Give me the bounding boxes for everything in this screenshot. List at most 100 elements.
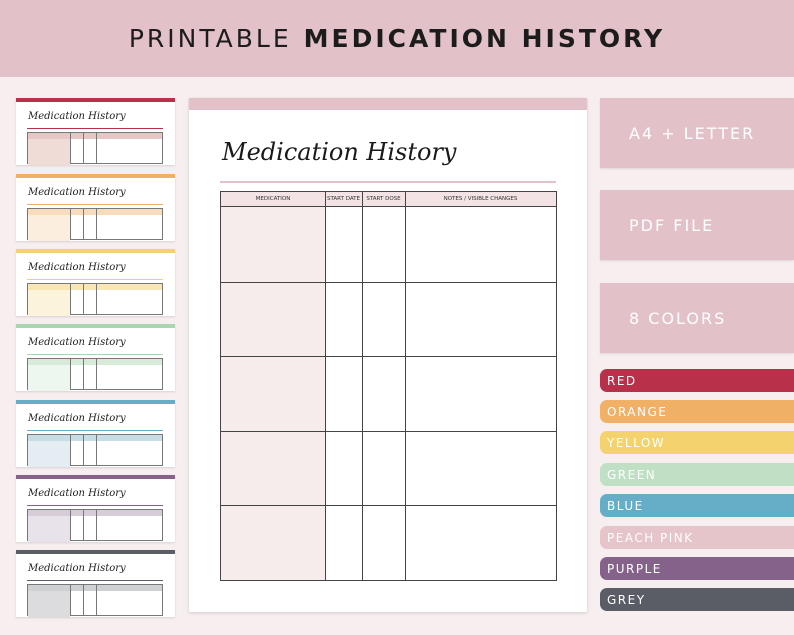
feature-label: PDF FILE bbox=[629, 215, 715, 235]
thumbnail-column-divider bbox=[83, 510, 84, 540]
color-option-label: RED bbox=[607, 373, 637, 388]
thumbnail-column-divider bbox=[83, 359, 84, 389]
header-medication: MEDICATION bbox=[255, 196, 291, 202]
thumbnail-column-divider bbox=[96, 585, 97, 615]
thumbnail-preview: Medication History bbox=[16, 174, 175, 241]
thumbnail-preview: Medication History bbox=[16, 98, 175, 165]
thumbnail-table bbox=[27, 132, 163, 165]
feature-label: A4 + LETTER bbox=[629, 123, 756, 143]
color-option-label: BLUE bbox=[607, 498, 644, 513]
color-option-label: YELLOW bbox=[607, 435, 666, 450]
thumbnail-top-bar bbox=[16, 249, 175, 253]
row-divider bbox=[221, 505, 556, 506]
thumbnail-title: Medication History bbox=[28, 111, 126, 122]
thumbnail-top-bar bbox=[16, 400, 175, 404]
thumbnail-preview: Medication History bbox=[16, 550, 175, 617]
thumbnail-column-divider bbox=[96, 510, 97, 540]
column-divider bbox=[362, 192, 363, 580]
thumbnail-column-divider bbox=[96, 359, 97, 389]
header-start-date: START DATE bbox=[326, 196, 361, 202]
row-divider bbox=[221, 282, 556, 283]
color-option-purple: PURPLE bbox=[600, 557, 794, 580]
thumbnail-table bbox=[27, 584, 163, 617]
thumbnail-column-divider bbox=[70, 510, 71, 540]
thumbnail-title: Medication History bbox=[28, 413, 126, 424]
thumbnail-column-divider bbox=[96, 209, 97, 239]
color-option-orange: ORANGE bbox=[600, 400, 794, 423]
thumbnail-column-divider bbox=[96, 284, 97, 314]
thumbnail-column-divider bbox=[70, 133, 71, 163]
color-option-label: GREY bbox=[607, 592, 646, 607]
sheet-title-rule bbox=[220, 181, 556, 183]
color-option-blue: BLUE bbox=[600, 494, 794, 517]
thumbnail-preview: Medication History bbox=[16, 324, 175, 391]
thumbnail-top-bar bbox=[16, 98, 175, 102]
thumbnail-table-header bbox=[28, 435, 162, 441]
column-divider bbox=[405, 192, 406, 580]
thumbnail-rule bbox=[27, 204, 163, 205]
thumbnail-table bbox=[27, 509, 163, 542]
thumbnail-first-column bbox=[28, 591, 70, 617]
thumbnail-table bbox=[27, 283, 163, 316]
thumbnail-column-divider bbox=[70, 359, 71, 389]
banner-title-bold: MEDICATION HISTORY bbox=[303, 24, 666, 53]
header-notes: NOTES / VISIBLE CHANGES bbox=[443, 196, 518, 202]
banner-title-light: PRINTABLE bbox=[128, 24, 292, 53]
thumbnail-table bbox=[27, 208, 163, 241]
table-header: MEDICATION START DATE START DOSE NOTES /… bbox=[221, 192, 556, 207]
thumbnail-rule bbox=[27, 505, 163, 506]
thumbnail-title: Medication History bbox=[28, 563, 126, 574]
thumbnail-table-header bbox=[28, 359, 162, 365]
thumbnail-top-bar bbox=[16, 475, 175, 479]
sheet-top-bar bbox=[189, 98, 587, 110]
thumbnail-column-divider bbox=[83, 209, 84, 239]
thumbnail-first-column bbox=[28, 139, 70, 165]
color-option-label: GREEN bbox=[607, 467, 657, 482]
thumbnail-column-divider bbox=[83, 435, 84, 465]
thumbnail-column-divider bbox=[70, 585, 71, 615]
thumbnail-column-divider bbox=[83, 284, 84, 314]
thumbnail-rule bbox=[27, 279, 163, 280]
thumbnail-first-column bbox=[28, 516, 70, 542]
feature-label: 8 COLORS bbox=[629, 308, 727, 328]
thumbnail-rule bbox=[27, 430, 163, 431]
thumbnail-rule bbox=[27, 354, 163, 355]
thumbnail-title: Medication History bbox=[28, 262, 126, 273]
title-banner: PRINTABLE MEDICATION HISTORY bbox=[0, 0, 794, 77]
thumbnail-title: Medication History bbox=[28, 187, 126, 198]
thumbnail-column-divider bbox=[96, 435, 97, 465]
color-option-grey: GREY bbox=[600, 588, 794, 611]
color-option-green: GREEN bbox=[600, 463, 794, 486]
thumbnail-column-divider bbox=[96, 133, 97, 163]
thumbnail-column-divider bbox=[83, 133, 84, 163]
thumbnail-top-bar bbox=[16, 550, 175, 554]
sheet-title: Medication History bbox=[222, 138, 457, 166]
medication-table: MEDICATION START DATE START DOSE NOTES /… bbox=[220, 191, 557, 581]
thumbnail-title: Medication History bbox=[28, 337, 126, 348]
thumbnail-column-divider bbox=[70, 435, 71, 465]
thumbnail-table bbox=[27, 358, 163, 391]
thumbnail-first-column bbox=[28, 441, 70, 467]
color-option-label: PURPLE bbox=[607, 561, 662, 576]
thumbnail-preview: Medication History bbox=[16, 400, 175, 467]
thumbnail-first-column bbox=[28, 365, 70, 391]
thumbnail-table-header bbox=[28, 209, 162, 215]
thumbnail-preview: Medication History bbox=[16, 475, 175, 542]
thumbnail-first-column bbox=[28, 215, 70, 241]
thumbnail-column-divider bbox=[70, 284, 71, 314]
banner-title: PRINTABLE MEDICATION HISTORY bbox=[129, 24, 665, 53]
row-divider bbox=[221, 431, 556, 432]
thumbnail-rule bbox=[27, 580, 163, 581]
thumbnail-first-column bbox=[28, 290, 70, 316]
column-divider bbox=[325, 192, 326, 580]
main-sheet-preview: Medication History MEDICATION START DATE… bbox=[189, 98, 587, 612]
color-option-label: PEACH PINK bbox=[607, 530, 694, 545]
thumbnail-table bbox=[27, 434, 163, 467]
color-option-red: RED bbox=[600, 369, 794, 392]
color-option-peach-pink: PEACH PINK bbox=[600, 526, 794, 549]
feature-a4-letter: A4 + LETTER bbox=[600, 98, 794, 168]
color-option-yellow: YELLOW bbox=[600, 431, 794, 454]
thumbnail-top-bar bbox=[16, 324, 175, 328]
medication-column-shade bbox=[221, 207, 325, 580]
thumbnail-title: Medication History bbox=[28, 488, 126, 499]
